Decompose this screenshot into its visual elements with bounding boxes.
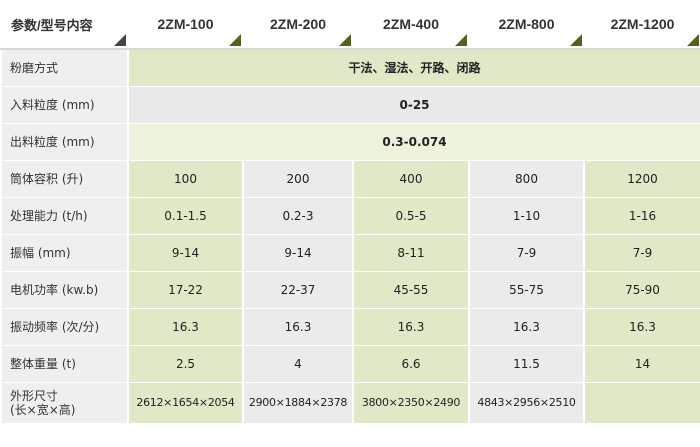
row-label: 振动频率 (次/分) [0, 308, 129, 346]
cell: 55-75 [468, 271, 585, 309]
cell: 75-90 [583, 271, 700, 309]
cell: 9-14 [242, 234, 354, 272]
cell: 1-16 [583, 197, 700, 235]
row-label: 入料粒度 (mm) [0, 86, 129, 124]
cell: 1200 [583, 160, 700, 198]
cell: 100 [127, 160, 244, 198]
cell: 17-22 [127, 271, 244, 309]
header-cell: 2ZM-200 [243, 0, 353, 50]
row-label: 处理能力 (t/h) [0, 197, 129, 235]
row-label: 筒体容积 (升) [0, 160, 129, 198]
cell: 11.5 [468, 345, 585, 383]
cell: 干法、湿法、开路、闭路 [127, 48, 700, 87]
cell: 0-25 [127, 86, 700, 124]
cell: 14 [583, 345, 700, 383]
cell: 7-9 [468, 234, 585, 272]
table-row: 出料粒度 (mm) 0.3-0.074 [0, 123, 700, 161]
cell: 0.5-5 [352, 197, 470, 235]
header-cell: 2ZM-1200 [584, 0, 700, 50]
cell: 16.3 [242, 308, 354, 346]
cell: 8-11 [352, 234, 470, 272]
header-cell: 参数/型号内容 [1, 0, 128, 50]
header-cell: 2ZM-400 [353, 0, 469, 50]
cell: 400 [352, 160, 470, 198]
table-row: 入料粒度 (mm) 0-25 [0, 86, 700, 124]
cell: 4843×2956×2510 [468, 382, 585, 424]
table-row: 整体重量 (t) 2.5 4 6.6 11.5 14 [0, 345, 700, 383]
row-label: 整体重量 (t) [0, 345, 129, 383]
header-cell: 2ZM-800 [469, 0, 584, 50]
cell: 800 [468, 160, 585, 198]
table-row: 振幅 (mm) 9-14 9-14 8-11 7-9 7-9 [0, 234, 700, 272]
table-row: 处理能力 (t/h) 0.1-1.5 0.2-3 0.5-5 1-10 1-16 [0, 197, 700, 235]
table-row: 振动频率 (次/分) 16.3 16.3 16.3 16.3 16.3 [0, 308, 700, 346]
cell: 1-10 [468, 197, 585, 235]
header-row: 参数/型号内容 2ZM-100 2ZM-200 2ZM-400 2ZM-800 2ZM-1… [1, 0, 700, 50]
row-label: 粉磨方式 [0, 48, 129, 87]
cell: 7-9 [583, 234, 700, 272]
row-label: 出料粒度 (mm) [0, 123, 129, 161]
table-row: 粉磨方式 干法、湿法、开路、闭路 [0, 48, 700, 87]
cell: 6.6 [352, 345, 470, 383]
table-row: 电机功率 (kw.b) 17-22 22-37 45-55 55-75 75-90 [0, 271, 700, 309]
cell: 16.3 [468, 308, 585, 346]
row-label: 振幅 (mm) [0, 234, 129, 272]
cell: 200 [242, 160, 354, 198]
cell: 0.3-0.074 [127, 123, 700, 161]
header-cell: 2ZM-100 [128, 0, 243, 50]
cell: 16.3 [583, 308, 700, 346]
cell: 45-55 [352, 271, 470, 309]
cell: 2612×1654×2054 [127, 382, 244, 424]
cell: 9-14 [127, 234, 244, 272]
cell: 2900×1884×2378 [242, 382, 354, 424]
table-row: 外形尺寸 (长×宽×高) 2612×1654×2054 2900×1884×2378… [0, 382, 700, 424]
cell: 16.3 [127, 308, 244, 346]
row-label: 电机功率 (kw.b) [0, 271, 129, 309]
cell: 0.2-3 [242, 197, 354, 235]
cell: 0.1-1.5 [127, 197, 244, 235]
row-label: 外形尺寸 (长×宽×高) [0, 382, 129, 424]
table-row: 筒体容积 (升) 100 200 400 800 1200 [0, 160, 700, 198]
cell [583, 382, 700, 424]
cell: 22-37 [242, 271, 354, 309]
cell: 16.3 [352, 308, 470, 346]
spec-table: 参数/型号内容 2ZM-100 2ZM-200 2ZM-400 2ZM-800 2ZM-1… [0, 0, 700, 424]
cell: 3800×2350×2490 [352, 382, 470, 424]
table-body: 粉磨方式 干法、湿法、开路、闭路 入料粒度 (mm) 0-25 出料粒度 (mm) 0.3… [0, 48, 700, 424]
cell: 4 [242, 345, 354, 383]
cell: 2.5 [127, 345, 244, 383]
